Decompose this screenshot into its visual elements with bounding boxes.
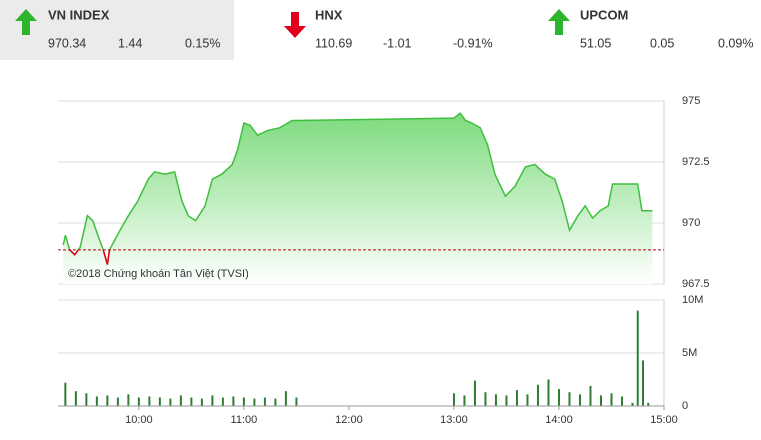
x-tick-label: 12:00	[335, 414, 363, 426]
volume-bar	[200, 398, 203, 406]
volume-bar	[463, 395, 466, 406]
volume-bar	[85, 393, 88, 406]
volume-bar	[211, 395, 214, 406]
volume-bar	[536, 384, 539, 406]
volume-bar	[263, 397, 266, 406]
volume-bar	[599, 395, 602, 406]
volume-bar	[647, 402, 650, 406]
index-name: UPCOM	[580, 7, 628, 22]
arrow-up-icon	[15, 9, 37, 35]
x-tick-label: 13:00	[440, 414, 468, 426]
volume-bar	[557, 389, 560, 406]
index-change: 0.05	[650, 36, 674, 50]
index-name: VN INDEX	[48, 7, 110, 22]
volume-bar	[631, 402, 634, 406]
x-tick-label: 11:00	[231, 414, 258, 426]
y-tick-label: 970	[682, 217, 700, 229]
index-price: 51.05	[580, 36, 611, 50]
volume-bar	[179, 395, 182, 406]
volume-bar	[137, 397, 140, 406]
index-price: 110.69	[315, 36, 352, 50]
volume-bar	[452, 393, 455, 406]
volume-bar	[578, 394, 581, 406]
index-change: 1.44	[118, 36, 142, 50]
volume-bar	[190, 397, 193, 406]
x-tick-label: 10:00	[125, 414, 153, 426]
volume-bar	[127, 394, 130, 406]
y-tick-label: 975	[682, 95, 700, 107]
volume-bar	[526, 394, 529, 406]
volume-bar	[484, 392, 487, 406]
volume-bar	[494, 394, 497, 406]
volume-bar	[610, 393, 613, 406]
y-tick-label: 972.5	[682, 156, 710, 168]
volume-bar	[158, 397, 161, 406]
volume-bar	[274, 398, 277, 406]
volume-bar	[169, 398, 172, 406]
area-fill	[63, 113, 653, 284]
volume-bar	[589, 385, 592, 406]
volume-bar	[295, 397, 298, 406]
y-tick-label: 967.5	[682, 278, 710, 290]
volume-bar	[547, 379, 550, 406]
index-price: 970.34	[48, 36, 86, 50]
volume-bar	[568, 392, 571, 406]
index-change: -1.01	[383, 36, 412, 50]
index-percent: 0.09%	[718, 36, 753, 50]
volume-bar	[74, 391, 77, 406]
volume-bar	[473, 380, 476, 406]
volume-bar	[148, 396, 151, 406]
volume-bar	[284, 391, 287, 406]
volume-bar	[636, 310, 639, 406]
price-line-below	[68, 249, 111, 265]
volume-bar	[64, 382, 67, 406]
index-percent: 0.15%	[185, 36, 220, 50]
y-tick-label: 5M	[682, 347, 697, 359]
x-tick-label: 14:00	[545, 414, 573, 426]
volume-bar	[95, 396, 98, 406]
volume-bar	[253, 398, 256, 406]
y-tick-label: 10M	[682, 294, 703, 306]
x-tick-label: 15:00	[650, 414, 678, 426]
volume-bar	[620, 396, 623, 406]
volume-bar	[116, 397, 119, 406]
volume-bar	[505, 395, 508, 406]
volume-bar	[106, 395, 109, 406]
arrow-down-icon	[284, 12, 306, 38]
volume-bar	[242, 397, 245, 406]
arrow-up-icon	[548, 9, 570, 35]
copyright-annotation: ©2018 Chứng khoán Tân Việt (TVSI)	[68, 268, 249, 280]
volume-bar	[232, 396, 235, 406]
y-tick-label: 0	[682, 400, 688, 412]
index-name: HNX	[315, 7, 343, 22]
index-percent: -0.91%	[453, 36, 493, 50]
selected-panel	[0, 0, 234, 60]
volume-bar	[641, 360, 644, 406]
volume-bar	[221, 397, 224, 406]
volume-bar	[515, 390, 518, 406]
